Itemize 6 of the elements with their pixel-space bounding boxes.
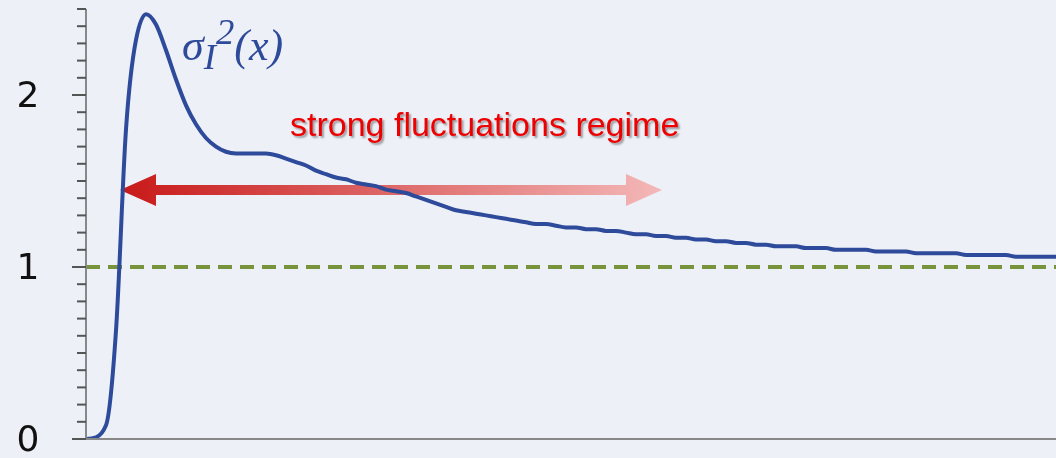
- y-tick-label: 1: [16, 246, 40, 287]
- line-series: [84, 12, 1056, 439]
- y-tick-label: 0: [16, 418, 40, 458]
- series-label: σ$_{I}$$^{2}$(x): [182, 11, 284, 78]
- y-tick-label: 2: [16, 74, 40, 115]
- annotation: strong fluctuations regime: [290, 105, 680, 144]
